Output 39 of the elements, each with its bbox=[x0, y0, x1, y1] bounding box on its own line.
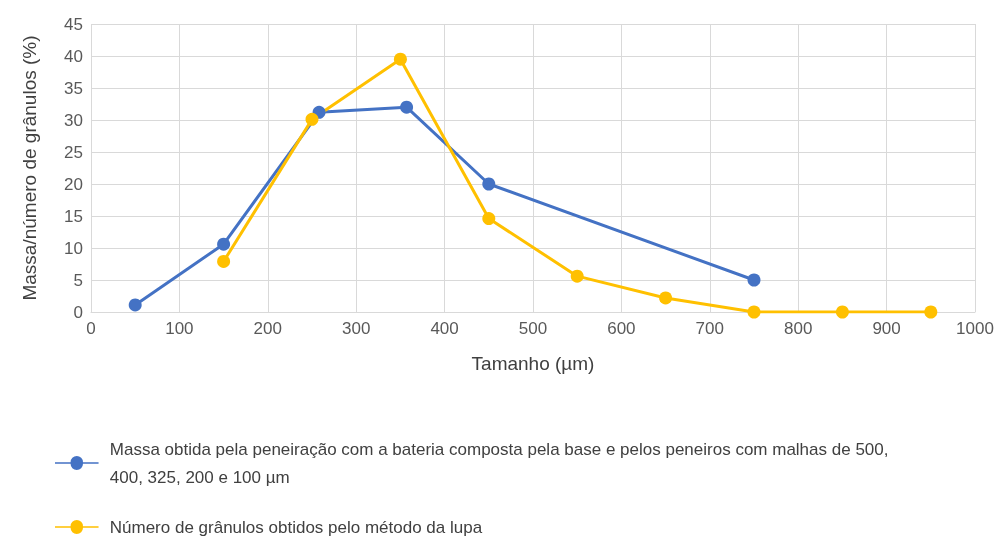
y-tick-label: 40 bbox=[64, 46, 83, 66]
x-tick-label: 1000 bbox=[956, 319, 994, 338]
point bbox=[747, 273, 761, 287]
point bbox=[217, 254, 231, 268]
point bbox=[393, 52, 407, 66]
point bbox=[128, 298, 142, 312]
x-tick-label: 100 bbox=[165, 319, 194, 338]
x-tick-label: 500 bbox=[518, 319, 548, 338]
x-tick-label: 200 bbox=[253, 319, 282, 338]
point bbox=[570, 269, 584, 283]
point bbox=[400, 100, 414, 114]
y-axis-title: Massa/número de grânulos (%) bbox=[19, 35, 40, 301]
legend-label: Massa obtida pela peneiração com a bateria composta pela base e pelos peneiros com malhas de 500, 400, 325, 200 e 100 µm bbox=[109, 439, 894, 487]
y-tick-label: 45 bbox=[64, 14, 83, 34]
legend-label: Número de grânulos obtidos pelo método da lupa bbox=[109, 517, 483, 537]
point bbox=[924, 305, 938, 319]
point bbox=[482, 212, 496, 226]
point bbox=[217, 237, 231, 251]
point bbox=[305, 112, 319, 126]
x-tick-label: 400 bbox=[430, 319, 459, 338]
x-tick-label: 700 bbox=[695, 319, 724, 338]
point bbox=[835, 305, 849, 319]
point bbox=[659, 291, 673, 305]
y-tick-label: 10 bbox=[64, 238, 83, 258]
y-tick-label: 0 bbox=[73, 302, 83, 322]
x-tick-label: 800 bbox=[784, 319, 813, 338]
y-tick-label: 5 bbox=[73, 270, 83, 290]
y-tick-label: 15 bbox=[64, 206, 83, 226]
x-tick-label: 900 bbox=[872, 319, 901, 338]
point bbox=[482, 177, 496, 191]
y-tick-label: 20 bbox=[64, 174, 83, 194]
y-tick-label: 25 bbox=[64, 142, 83, 162]
point bbox=[747, 305, 761, 319]
x-tick-label: 0 bbox=[86, 319, 96, 338]
x-tick-label: 600 bbox=[607, 319, 636, 338]
x-axis-title: Tamanho (µm) bbox=[471, 353, 595, 374]
y-tick-label: 35 bbox=[64, 78, 83, 98]
x-tick-label: 300 bbox=[342, 319, 371, 338]
y-tick-label: 30 bbox=[64, 110, 83, 130]
